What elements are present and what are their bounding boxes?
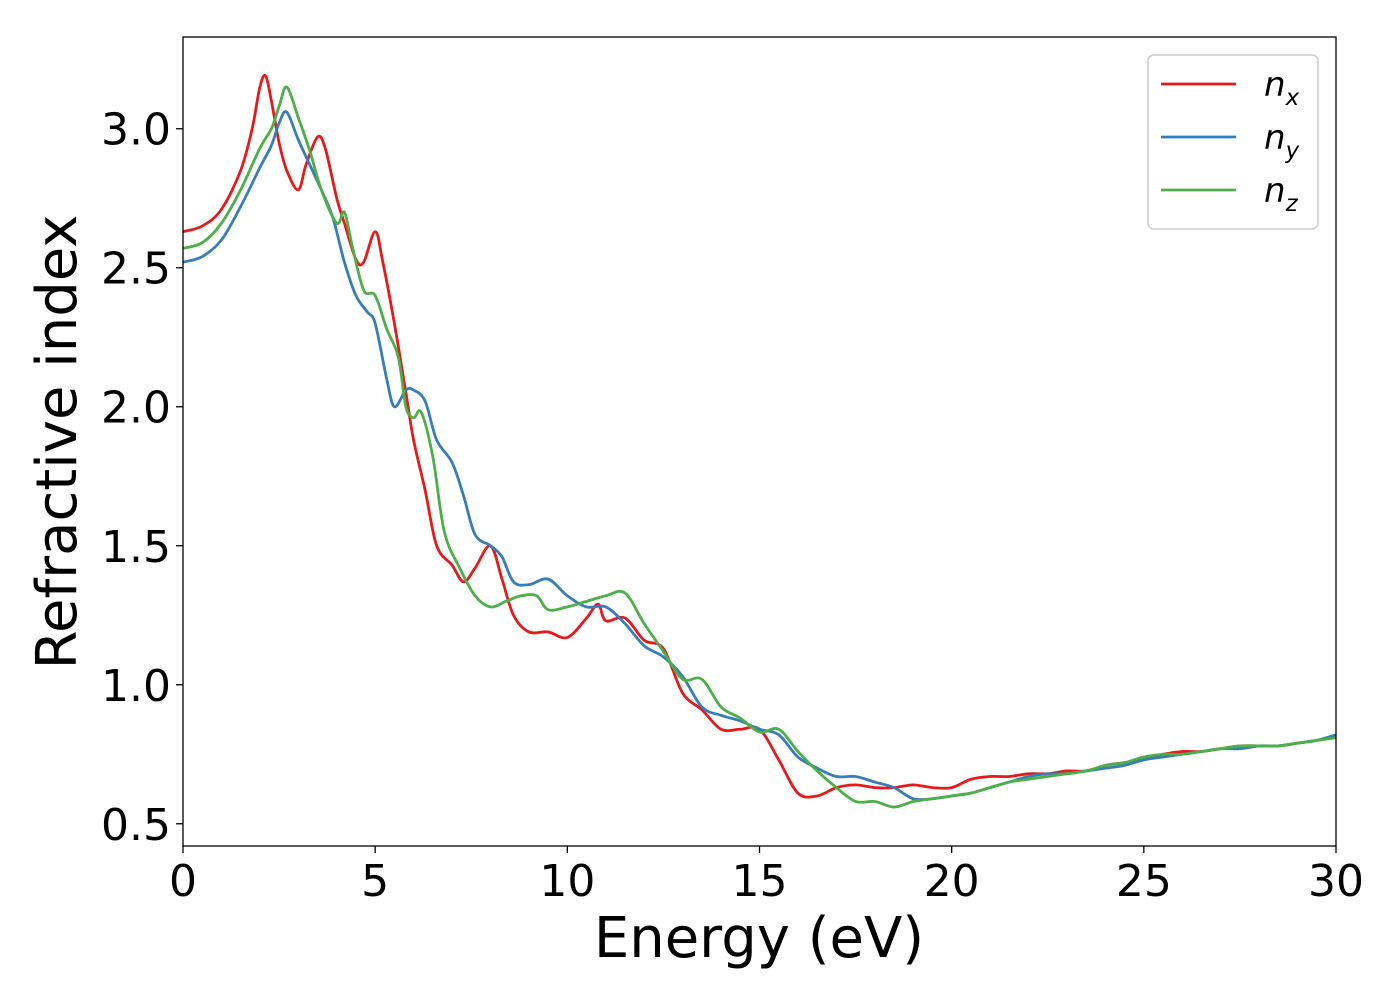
x-tick-label: 0 (169, 856, 197, 907)
y-tick-label: 2.5 (101, 244, 171, 295)
legend-label-n-y: ny (1264, 118, 1300, 164)
x-tick-label: 30 (1308, 856, 1364, 907)
x-tick-label: 15 (732, 856, 788, 907)
series-line-n-y (183, 110, 1336, 802)
x-tick-label: 5 (361, 856, 389, 907)
x-tick-label: 10 (539, 856, 595, 907)
x-tick-label: 25 (1116, 856, 1172, 907)
y-axis-ticks: 0.5 1.0 1.5 2.0 2.5 3.0 (101, 105, 183, 851)
x-axis-title: Energy (eV) (594, 906, 924, 971)
y-tick-label: 3.0 (101, 105, 171, 156)
legend-label-n-x: nx (1264, 65, 1300, 111)
legend: nx ny nz (1147, 54, 1319, 230)
legend-box (1147, 54, 1319, 230)
y-tick-label: 1.5 (101, 522, 171, 573)
y-tick-label: 0.5 (101, 800, 171, 851)
series-line-n-z (183, 85, 1336, 809)
y-axis-title: Refractive index (25, 215, 90, 670)
y-tick-label: 1.0 (101, 661, 171, 712)
y-tick-label: 2.0 (101, 383, 171, 434)
x-tick-label: 20 (924, 856, 980, 907)
series-layer (183, 73, 1336, 809)
legend-label-n-z: nz (1264, 171, 1299, 217)
x-axis-ticks: 0 5 10 15 20 25 30 (169, 846, 1364, 907)
